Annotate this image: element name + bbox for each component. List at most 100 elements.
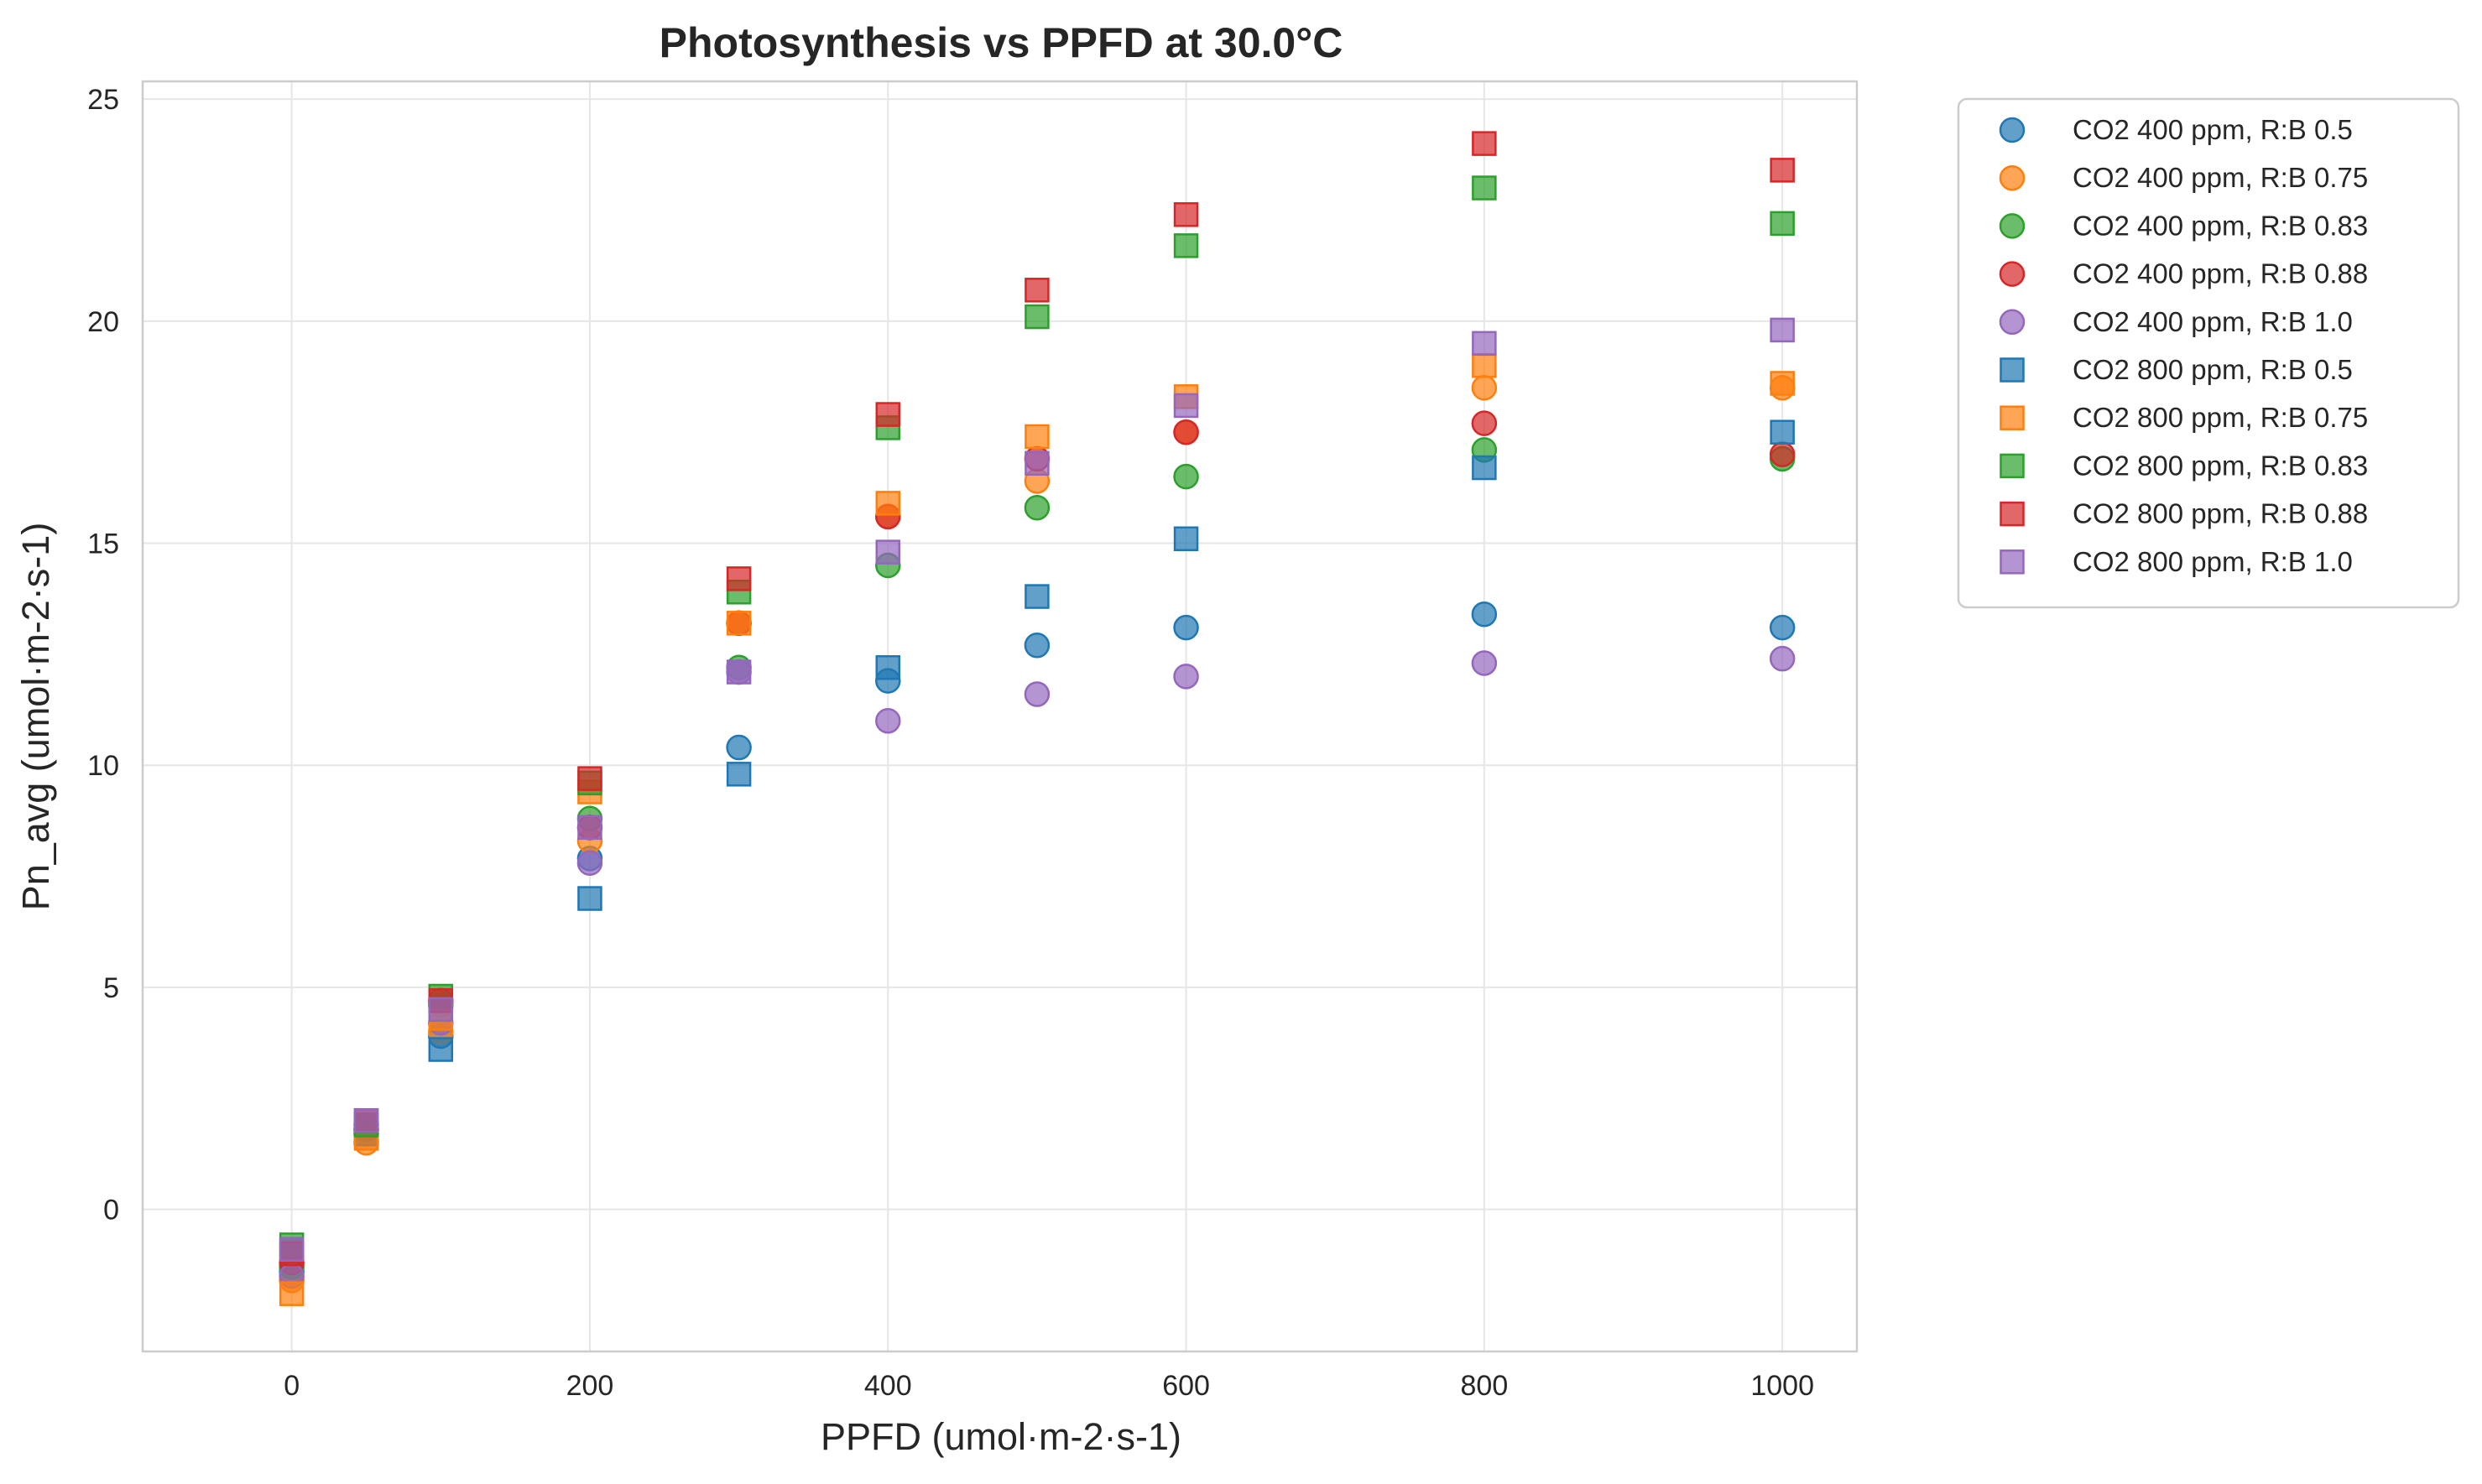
- data-point-circle: [1024, 494, 1051, 521]
- legend-label: CO2 400 ppm, R:B 0.83: [2073, 210, 2368, 241]
- data-point-square: [1472, 175, 1497, 200]
- data-point-circle: [1471, 650, 1498, 676]
- legend-frame: [1957, 97, 2460, 609]
- series-points: [279, 175, 1795, 1257]
- data-point-square: [428, 997, 454, 1023]
- legend: CO2 400 ppm, R:B 0.5 CO2 400 ppm, R:B 0.7…: [1957, 97, 2460, 609]
- data-point-square: [1173, 202, 1199, 227]
- legend-circle-marker: [1999, 261, 2026, 287]
- legend-square-marker: [2000, 405, 2025, 430]
- data-point-square: [1025, 450, 1050, 476]
- plot-area: [141, 80, 1859, 1353]
- legend-item: CO2 800 ppm, R:B 0.83: [2000, 450, 2368, 481]
- data-point-square: [1770, 317, 1795, 343]
- legend-item: CO2 400 ppm, R:B 0.88: [1999, 258, 2368, 289]
- series-points: [279, 437, 1796, 1280]
- data-points: [279, 131, 1796, 1306]
- x-tick-label: 800: [1461, 1370, 1509, 1402]
- legend-square-marker: [2000, 357, 2025, 383]
- x-tick-label: 0: [284, 1370, 300, 1402]
- series-points: [279, 419, 1795, 1262]
- data-point-square: [875, 655, 901, 680]
- y-tick-label: 25: [87, 84, 119, 116]
- data-point-square: [1173, 526, 1199, 552]
- chart-title: Photosynthesis vs PPFD at 30.0°C: [660, 19, 1343, 66]
- legend-label: CO2 400 ppm, R:B 0.75: [2073, 162, 2368, 193]
- data-point-circle: [1173, 614, 1199, 641]
- legend-item: CO2 800 ppm, R:B 0.88: [2000, 498, 2368, 529]
- series-points: [279, 317, 1795, 1262]
- legend-item: CO2 400 ppm, R:B 0.83: [1999, 210, 2368, 241]
- legend-item: CO2 800 ppm, R:B 1.0: [2000, 546, 2353, 577]
- legend-circle-marker: [1999, 164, 2026, 191]
- data-point-square: [1173, 233, 1199, 258]
- data-point-square: [353, 1107, 379, 1133]
- data-point-circle: [1173, 664, 1199, 690]
- series-points: [279, 410, 1796, 1276]
- y-tick-label: 20: [87, 306, 119, 338]
- legend-item: CO2 400 ppm, R:B 0.5: [1999, 114, 2353, 145]
- x-tick-label: 1000: [1750, 1370, 1814, 1402]
- data-point-square: [1472, 331, 1497, 357]
- legend-label: CO2 400 ppm, R:B 0.88: [2073, 258, 2368, 289]
- legend-label: CO2 800 ppm, R:B 0.83: [2073, 450, 2368, 481]
- legend-item: CO2 400 ppm, R:B 1.0: [1999, 306, 2353, 337]
- data-point-square: [1173, 393, 1199, 419]
- y-tick-label: 15: [87, 529, 119, 560]
- legend-circle-marker: [1999, 117, 2026, 143]
- data-point-square: [279, 1281, 305, 1306]
- data-point-square: [428, 1037, 454, 1062]
- data-point-square: [1025, 304, 1050, 330]
- y-tick-label: 5: [103, 972, 119, 1004]
- series-points: [279, 645, 1796, 1289]
- data-point-square: [577, 886, 602, 911]
- data-point-square: [875, 402, 901, 427]
- legend-label: CO2 800 ppm, R:B 0.5: [2073, 354, 2353, 385]
- legend-item: CO2 800 ppm, R:B 0.75: [2000, 402, 2368, 433]
- data-point-circle: [1769, 614, 1796, 641]
- data-point-circle: [1173, 463, 1199, 490]
- data-point-square: [577, 815, 602, 841]
- legend-item: CO2 400 ppm, R:B 0.75: [1999, 162, 2368, 193]
- legend-circle-marker: [1999, 309, 2026, 336]
- data-point-square: [875, 539, 901, 565]
- legend-label: CO2 400 ppm, R:B 1.0: [2073, 306, 2353, 337]
- data-point-square: [577, 766, 602, 791]
- data-point-circle: [1471, 375, 1498, 401]
- data-point-square: [726, 659, 752, 685]
- data-point-square: [279, 1237, 305, 1262]
- legend-label: CO2 800 ppm, R:B 0.75: [2073, 402, 2368, 433]
- legend-square-marker: [2000, 549, 2025, 575]
- data-point-square: [1770, 211, 1795, 237]
- data-point-square: [726, 566, 752, 591]
- y-tick-label: 0: [103, 1195, 119, 1226]
- data-point-circle: [1173, 419, 1199, 445]
- data-point-circle: [875, 708, 901, 734]
- data-point-circle: [1471, 601, 1498, 627]
- data-point-square: [1770, 371, 1795, 396]
- x-tick-label: 200: [566, 1370, 614, 1402]
- data-point-square: [1472, 455, 1497, 481]
- x-tick-label: 600: [1162, 1370, 1210, 1402]
- legend-square-marker: [2000, 453, 2025, 479]
- legend-label: CO2 800 ppm, R:B 0.88: [2073, 498, 2368, 529]
- data-point-square: [875, 491, 901, 516]
- legend-square-marker: [2000, 501, 2025, 527]
- data-point-circle: [1024, 681, 1051, 707]
- data-point-square: [726, 611, 752, 636]
- x-axis-label: PPFD (umol·m-2·s-1): [821, 1415, 1181, 1458]
- y-axis-label: Pn_avg (umol·m-2·s-1): [14, 523, 57, 911]
- data-point-circle: [1769, 441, 1796, 467]
- grid: [143, 81, 1857, 1351]
- data-point-square: [1025, 278, 1050, 303]
- data-point-circle: [576, 850, 603, 876]
- data-point-circle: [1769, 645, 1796, 672]
- legend-label: CO2 400 ppm, R:B 0.5: [2073, 114, 2353, 145]
- data-point-circle: [1024, 633, 1051, 659]
- data-point-circle: [726, 734, 752, 761]
- data-point-square: [1770, 419, 1795, 445]
- legend-circle-marker: [1999, 213, 2026, 239]
- data-point-square: [1472, 131, 1497, 156]
- data-point-square: [1472, 353, 1497, 378]
